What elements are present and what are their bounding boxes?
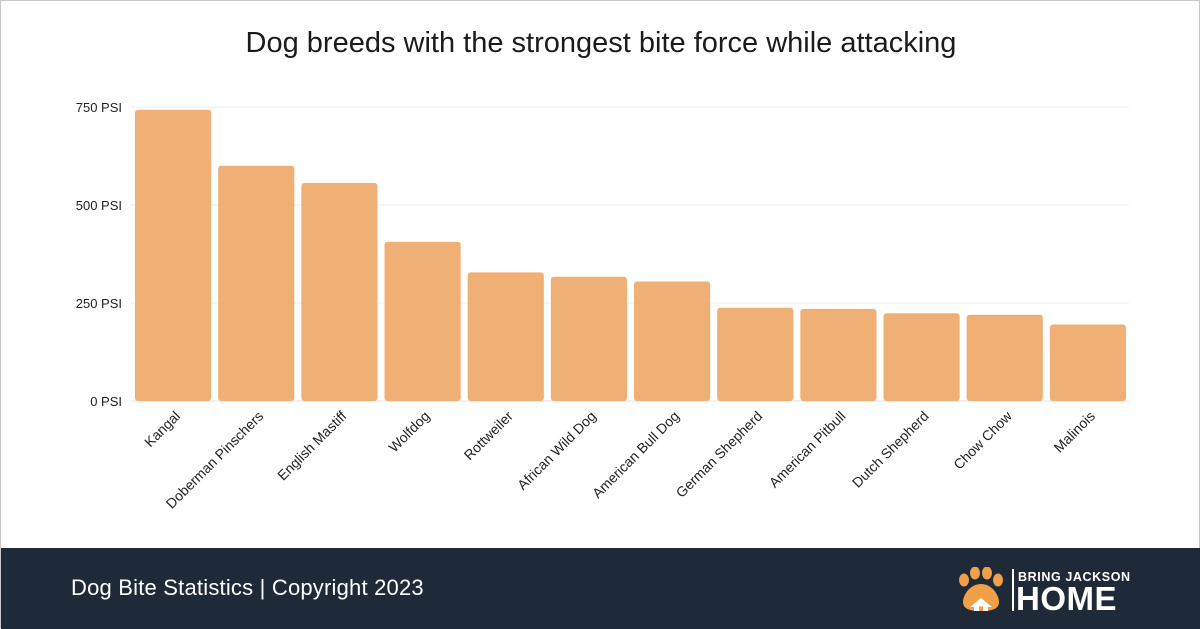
logo-text-top: BRING JACKSON — [1018, 570, 1131, 584]
bar — [467, 272, 544, 401]
bar — [800, 308, 877, 401]
x-tick-label: German Shepherd — [673, 408, 766, 501]
x-tick-label: English Mastiff — [274, 408, 350, 484]
x-tick-label: Dutch Shepherd — [849, 408, 932, 491]
bar — [966, 314, 1043, 401]
x-tick-label: Kangal — [141, 408, 183, 450]
y-tick-label: 750 PSI — [76, 100, 122, 115]
bar — [1049, 324, 1126, 401]
logo-divider — [1012, 569, 1014, 611]
y-tick-label: 250 PSI — [76, 296, 122, 311]
x-tick-label: Wolfdog — [385, 408, 432, 455]
bars — [135, 109, 1126, 401]
y-tick-label: 500 PSI — [76, 198, 122, 213]
paw-house-icon — [959, 567, 1003, 611]
bar — [384, 241, 461, 401]
bar — [717, 307, 794, 401]
x-tick-label: African Wild Dog — [514, 408, 599, 493]
x-tick-label: American Bull Dog — [589, 408, 682, 501]
bar — [550, 276, 627, 401]
bar — [883, 313, 960, 401]
x-tick-label: Chow Chow — [950, 407, 1015, 472]
logo-text-bottom: HOME — [1016, 580, 1117, 617]
bar — [135, 109, 212, 401]
bar-chart: 0 PSI 250 PSI 500 PSI 750 PSI KangalDoberma… — [76, 100, 1129, 512]
gridlines — [131, 106, 1129, 402]
footer-bar: Dog Bite Statistics | Copyright 2023 BRI… — [1, 548, 1200, 629]
x-tick-label: American Pitbull — [766, 408, 849, 491]
chart-title: Dog breeds with the strongest bite force… — [245, 27, 957, 59]
bar — [634, 281, 711, 401]
x-tick-label: Rottweiler — [461, 408, 517, 464]
footer-copyright: Dog Bite Statistics | Copyright 2023 — [71, 575, 424, 600]
x-tick-label: Malinois — [1050, 408, 1098, 456]
bar — [218, 165, 295, 401]
bar — [301, 183, 378, 401]
y-axis-ticks: 0 PSI 250 PSI 500 PSI 750 PSI — [76, 100, 122, 409]
y-tick-label: 0 PSI — [90, 394, 122, 409]
